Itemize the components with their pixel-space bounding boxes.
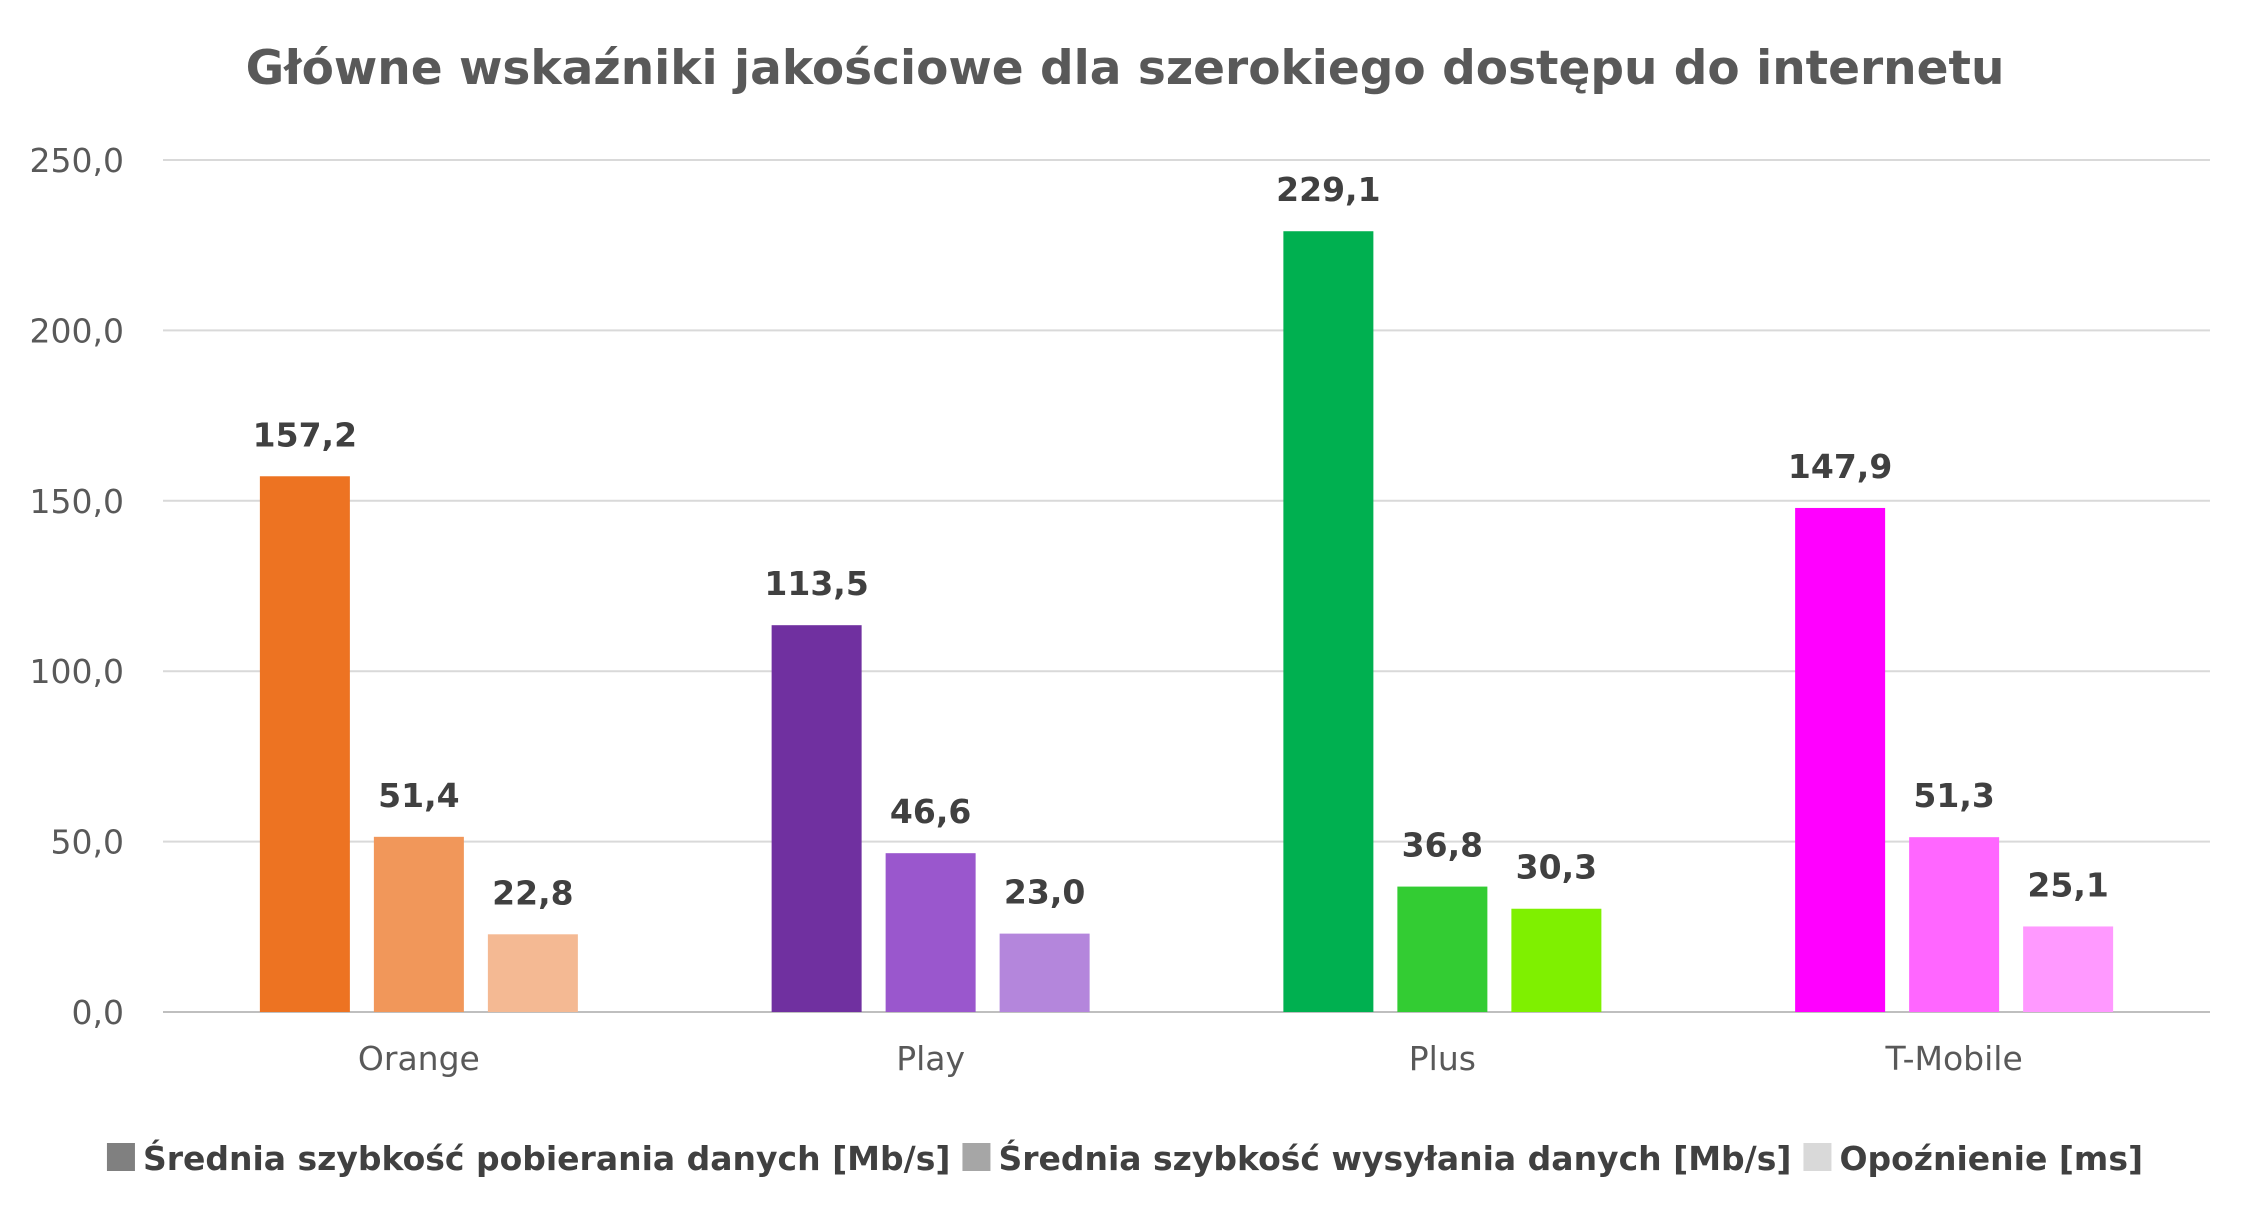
bar-t-mobile-series-3 xyxy=(2023,926,2114,1012)
legend-label: Opoźnienie [ms] xyxy=(1839,1139,2143,1178)
bar-plus-series-3 xyxy=(1511,908,1602,1012)
data-label: 51,4 xyxy=(378,776,459,815)
legend-item: Opoźnienie [ms] xyxy=(1803,1139,2143,1178)
bar-orange-series-3 xyxy=(487,934,578,1012)
bar-plus-series-2 xyxy=(1397,886,1488,1012)
x-category-label: Orange xyxy=(358,1039,480,1078)
legend-item: Średnia szybkość pobierania danych [Mb/s… xyxy=(106,1138,951,1178)
data-label: 22,8 xyxy=(492,873,573,912)
bar-t-mobile-series-1 xyxy=(1795,507,1886,1012)
bar-orange-series-1 xyxy=(259,476,350,1012)
y-tick-label: 150,0 xyxy=(30,482,124,521)
x-axis-categories: Orange Play Plus T-Mobile xyxy=(358,1039,2023,1078)
legend-swatch xyxy=(962,1143,991,1171)
data-labels: 157,2 51,4 22,8 113,5 46,6 23,0 229,1 36,8 30,3 1… xyxy=(253,170,2109,912)
y-tick-label: 250,0 xyxy=(30,141,124,180)
x-category-label: T-Mobile xyxy=(1884,1039,2022,1078)
data-label: 25,1 xyxy=(2027,865,2108,904)
y-tick-label: 0,0 xyxy=(72,993,124,1032)
x-category-label: Plus xyxy=(1409,1039,1476,1078)
legend-swatch xyxy=(1803,1143,1832,1171)
bar-play-series-2 xyxy=(885,853,976,1012)
y-tick-label: 50,0 xyxy=(51,823,124,862)
y-tick-label: 200,0 xyxy=(30,311,124,350)
legend-swatch xyxy=(106,1143,135,1171)
x-category-label: Play xyxy=(896,1039,965,1078)
data-label: 36,8 xyxy=(1402,826,1483,865)
data-label: 157,2 xyxy=(253,415,357,454)
data-label: 229,1 xyxy=(1276,170,1380,209)
data-label: 113,5 xyxy=(764,564,868,603)
legend-item: Średnia szybkość wysyłania danych [Mb/s] xyxy=(962,1138,1791,1178)
y-axis-ticks: 0,0 50,0 100,0 150,0 200,0 250,0 xyxy=(30,141,124,1032)
bar-t-mobile-series-2 xyxy=(1909,837,2000,1012)
data-label: 147,9 xyxy=(1788,447,1892,486)
legend: Średnia szybkość pobierania danych [Mb/s… xyxy=(106,1138,2143,1178)
bar-orange-series-2 xyxy=(373,836,464,1012)
data-label: 23,0 xyxy=(1004,873,1085,912)
bar-play-series-1 xyxy=(771,625,862,1012)
bars xyxy=(259,231,2114,1013)
bar-play-series-3 xyxy=(999,933,1090,1012)
legend-label: Średnia szybkość pobierania danych [Mb/s… xyxy=(143,1138,951,1178)
data-label: 46,6 xyxy=(890,792,971,831)
bar-plus-series-1 xyxy=(1283,231,1374,1013)
data-label: 51,3 xyxy=(1913,776,1994,815)
y-tick-label: 100,0 xyxy=(30,652,124,691)
chart-title: Główne wskaźniki jakościowe dla szerokie… xyxy=(246,41,2005,96)
data-label: 30,3 xyxy=(1516,848,1597,887)
legend-label: Średnia szybkość wysyłania danych [Mb/s] xyxy=(998,1138,1791,1178)
